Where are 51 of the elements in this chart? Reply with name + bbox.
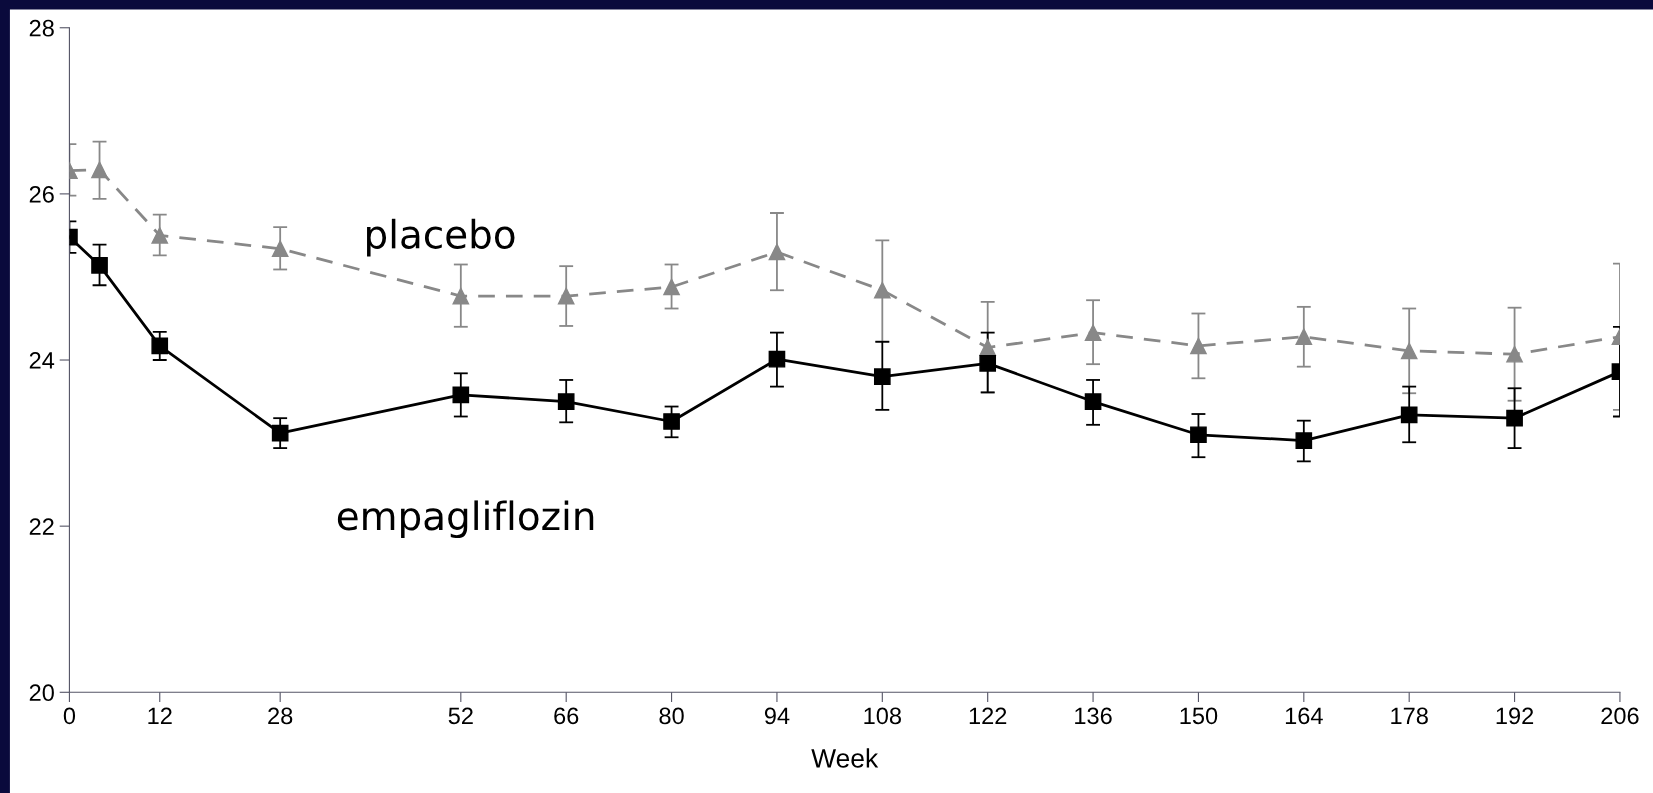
point bbox=[979, 355, 997, 372]
point bbox=[271, 240, 289, 258]
point bbox=[1190, 426, 1207, 444]
x-tick-label: 66 bbox=[554, 707, 579, 725]
x-tick-label: 150 bbox=[1180, 707, 1218, 725]
y-tick-label: 20 bbox=[29, 684, 54, 702]
point bbox=[452, 287, 470, 305]
x-tick-label: 136 bbox=[1075, 707, 1112, 725]
x-tick-label: 80 bbox=[659, 707, 684, 725]
point bbox=[557, 287, 575, 305]
y-tick-label: 22 bbox=[29, 518, 54, 535]
x-axis-title: Week bbox=[811, 748, 879, 768]
point bbox=[873, 368, 891, 385]
point bbox=[979, 339, 997, 356]
point bbox=[768, 350, 786, 368]
series-label: empagliflozin bbox=[337, 500, 594, 539]
point bbox=[663, 413, 680, 430]
y-tick-label: 28 bbox=[29, 19, 54, 37]
x-tick-label: 192 bbox=[1496, 707, 1534, 725]
point bbox=[1506, 409, 1523, 427]
point bbox=[768, 243, 786, 261]
x-tick-label: 12 bbox=[148, 707, 172, 724]
y-tick-label: 24 bbox=[29, 352, 55, 369]
point bbox=[1295, 328, 1313, 346]
y-tick-label: 26 bbox=[29, 185, 54, 203]
point bbox=[271, 424, 289, 442]
series-label: placebo bbox=[367, 218, 515, 257]
point bbox=[151, 337, 169, 355]
point bbox=[1295, 432, 1313, 449]
x-tick-label: 52 bbox=[448, 707, 473, 725]
x-tick-label: 0 bbox=[63, 707, 76, 725]
point bbox=[1400, 342, 1418, 360]
point bbox=[452, 386, 470, 404]
x-tick-label: 94 bbox=[764, 707, 790, 725]
x-tick-label: 206 bbox=[1601, 707, 1639, 725]
point bbox=[91, 256, 108, 274]
x-tick-label: 178 bbox=[1391, 707, 1428, 725]
point bbox=[1084, 393, 1102, 410]
point bbox=[1506, 345, 1523, 363]
x-tick-label: 164 bbox=[1285, 707, 1323, 725]
point bbox=[663, 278, 680, 296]
x-tick-label: 122 bbox=[969, 707, 1007, 724]
point bbox=[151, 227, 169, 244]
point bbox=[1400, 406, 1418, 424]
point bbox=[1084, 324, 1102, 341]
x-tick-label: 108 bbox=[864, 707, 901, 725]
point bbox=[873, 281, 891, 299]
point bbox=[557, 393, 575, 410]
point bbox=[91, 161, 108, 179]
x-tick-label: 28 bbox=[268, 707, 293, 725]
point bbox=[1190, 337, 1207, 355]
